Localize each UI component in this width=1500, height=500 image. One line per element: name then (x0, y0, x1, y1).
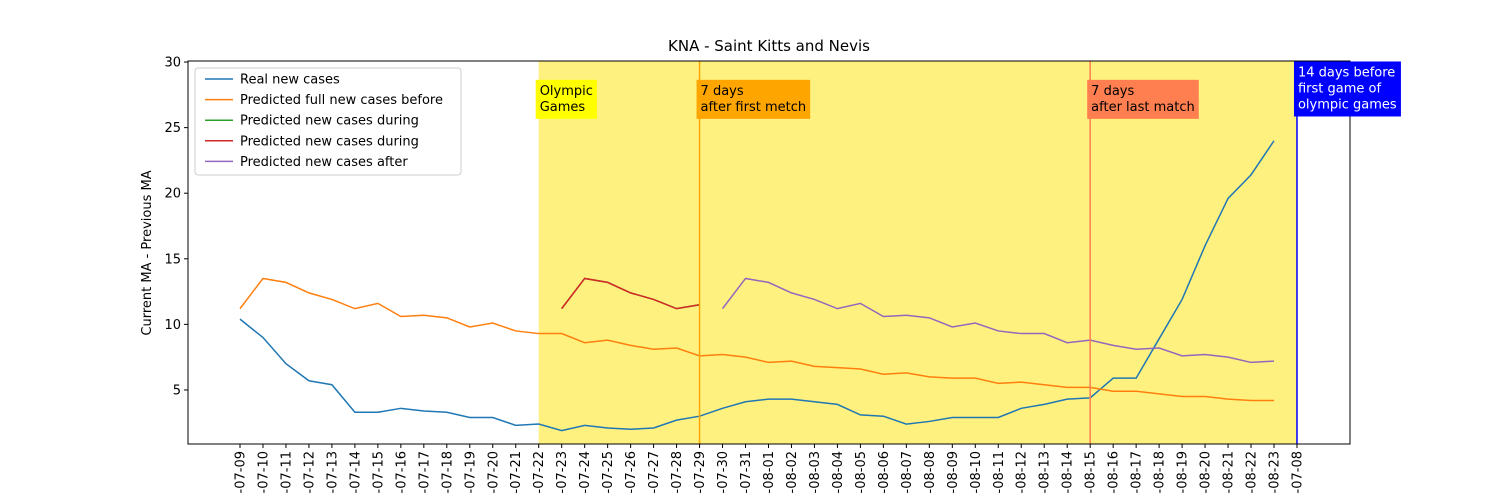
x-tick-label: -07-27 (647, 451, 662, 493)
legend-label: Predicted full new cases before (240, 93, 443, 108)
x-tick-label: -08-09 (946, 451, 961, 493)
annotation: 7 days after first metch (696, 79, 811, 119)
annotation-box (535, 79, 597, 119)
x-tick-label: -08-16 (1107, 451, 1122, 493)
x-tick-label: -07-13 (325, 451, 340, 493)
annotation-text: 7 days after last match (1091, 84, 1195, 115)
annotation-box (1087, 79, 1199, 119)
x-tick-label: -07-11 (279, 451, 294, 493)
x-tick-label: -08-11 (992, 451, 1007, 493)
y-tick-label: 30 (164, 56, 181, 71)
legend-label: Real new cases (240, 73, 340, 88)
x-tick-label: -07-24 (578, 451, 593, 493)
x-tick-label: -08-07 (900, 451, 915, 493)
annotation: Olympic Games (535, 79, 597, 119)
x-tick-label: -08-22 (1245, 451, 1260, 493)
x-tick-label: -07-28 (670, 451, 685, 493)
annotation-text: 14 days before first game of olympic games (1298, 65, 1397, 112)
x-tick-label: -07-25 (601, 451, 616, 493)
x-tick-label: -07-10 (256, 451, 271, 493)
legend-label: Predicted new cases during (240, 134, 419, 149)
x-tick-label: -08-01 (762, 451, 777, 493)
series-line (239, 140, 1275, 432)
x-tick-label: -08-17 (1130, 451, 1145, 493)
x-tick-label: -08-13 (1038, 451, 1053, 493)
chart-title: KNA - Saint Kitts and Nevis (668, 37, 870, 55)
x-tick-label: -07-12 (302, 451, 317, 493)
annotation: 14 days before first game of olympic games (1293, 61, 1401, 117)
series-line (561, 277, 700, 310)
legend-label: Predicted new cases during (240, 114, 419, 129)
x-tick-label: -07-15 (371, 451, 386, 493)
x-tick-label: -08-03 (808, 451, 823, 493)
highlight-span (538, 61, 1297, 444)
x-tick-label: -08-06 (877, 451, 892, 493)
y-axis-label: Current MA - Previous MA (140, 170, 155, 335)
x-tick-label: -07-31 (739, 451, 754, 493)
y-tick-label: 10 (164, 318, 181, 333)
plot-frame (187, 60, 1351, 445)
x-tick-label: -07-18 (440, 451, 455, 493)
y-tick-label: 25 (164, 121, 181, 136)
x-tick-label: -07-14 (348, 451, 363, 493)
annotation: 7 days after last match (1087, 79, 1199, 119)
x-tick-label: -08-20 (1199, 451, 1214, 493)
x-tick-label: -07-22 (532, 451, 547, 493)
legend-box (194, 67, 462, 176)
x-tick-label: -08-15 (1084, 451, 1099, 493)
x-tick-label: -07-17 (417, 451, 432, 493)
x-tick-label: -08-12 (1015, 451, 1030, 493)
x-tick-label: -07-08 (1290, 451, 1305, 493)
annotation-box (696, 79, 811, 119)
x-tick-label: -08-19 (1176, 451, 1191, 493)
x-tick-label: -08-02 (785, 451, 800, 493)
x-tick-label: -08-23 (1268, 451, 1283, 493)
x-tick-label: -08-10 (969, 451, 984, 493)
x-tick-label: -07-30 (716, 451, 731, 493)
annotation-box (1293, 61, 1401, 117)
x-tick-label: -07-09 (234, 451, 249, 493)
x-tick-label: -07-20 (486, 451, 501, 493)
x-tick-label: -07-19 (463, 451, 478, 493)
x-tick-label: -08-21 (1222, 451, 1237, 493)
annotation-text: Olympic Games (540, 84, 593, 115)
x-tick-label: -07-29 (693, 451, 708, 493)
annotation-text: 7 days after first metch (701, 84, 807, 115)
x-tick-label: -08-08 (923, 451, 938, 493)
series-line (721, 277, 1275, 364)
x-tick-label: -07-26 (624, 451, 639, 493)
y-tick-label: 5 (173, 383, 181, 398)
x-tick-label: -08-18 (1153, 451, 1168, 493)
x-tick-label: -08-14 (1061, 451, 1076, 493)
series-line (239, 277, 1274, 402)
x-tick-label: -07-16 (394, 451, 409, 493)
legend: Real new cases Predicted full new cases b… (194, 67, 462, 176)
x-tick-label: -08-04 (831, 451, 846, 493)
y-tick-label: 15 (164, 252, 181, 267)
x-tick-label: -07-21 (509, 451, 524, 493)
x-tick-label: -08-05 (854, 451, 869, 493)
y-tick-label: 20 (164, 187, 181, 202)
legend-label: Predicted new cases after (240, 155, 408, 170)
x-tick-label: -07-23 (555, 451, 570, 493)
